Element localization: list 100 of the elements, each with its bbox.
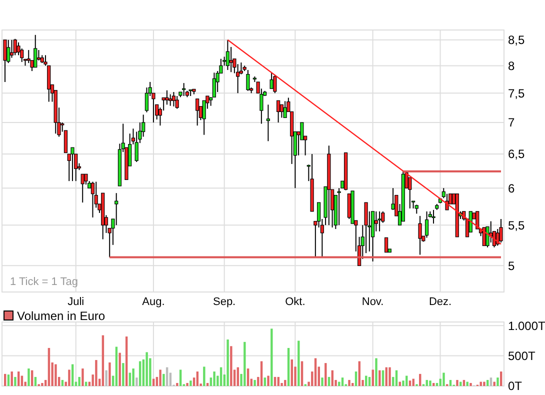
candlestick <box>266 104 270 142</box>
bar <box>348 380 350 386</box>
candlestick <box>246 69 250 92</box>
candlestick <box>162 97 166 112</box>
bar <box>290 359 294 386</box>
bar <box>442 372 445 386</box>
y-tick-label: 0T <box>508 379 523 394</box>
bar <box>321 378 324 386</box>
bar <box>378 370 381 386</box>
bar <box>230 346 232 386</box>
candlestick <box>196 98 200 126</box>
bar <box>331 370 334 386</box>
bar <box>78 376 80 386</box>
candlestick <box>13 38 17 56</box>
bar <box>166 367 168 386</box>
bar <box>220 367 222 386</box>
bar <box>358 361 360 386</box>
x-tick-label: Aug. <box>142 296 165 308</box>
bar <box>429 380 432 386</box>
bar <box>14 376 16 386</box>
bar <box>146 352 148 386</box>
bar <box>486 380 489 386</box>
bar <box>118 352 121 386</box>
candlestick <box>70 147 74 182</box>
bar <box>300 361 304 386</box>
bar <box>213 372 216 386</box>
bar <box>7 374 10 386</box>
bar <box>270 328 273 386</box>
bar <box>138 361 142 386</box>
candlestick <box>442 188 446 199</box>
bar <box>274 376 276 386</box>
bar <box>10 372 13 386</box>
candlestick <box>90 181 95 218</box>
candlestick <box>114 192 118 226</box>
bar <box>128 372 132 386</box>
bar <box>17 372 20 386</box>
bar <box>190 380 192 386</box>
bar <box>354 372 358 386</box>
bar <box>375 358 378 386</box>
y-tick-label: 1.000T <box>508 318 545 333</box>
bar <box>500 372 502 386</box>
bar <box>48 348 50 386</box>
bar <box>314 358 317 386</box>
bar <box>372 370 374 386</box>
candlestick <box>432 209 436 224</box>
bar <box>408 380 412 386</box>
bar <box>264 378 266 386</box>
bar <box>186 382 188 386</box>
bar <box>328 376 330 386</box>
bar <box>483 382 486 386</box>
annotation: 1 Tick = 1 Tag <box>10 276 78 288</box>
bar <box>254 380 256 386</box>
bar <box>406 376 408 386</box>
bar <box>159 370 162 386</box>
y-tick-label: 7,5 <box>508 86 526 100</box>
bar <box>28 368 30 386</box>
bar <box>115 346 118 386</box>
y-tick-label: 6 <box>508 181 515 196</box>
candlestick <box>165 90 169 106</box>
bar <box>226 340 229 386</box>
x-tick-label: Juli <box>68 296 84 308</box>
bar <box>456 380 458 386</box>
bar <box>125 336 128 386</box>
bar <box>4 374 6 386</box>
bar <box>176 382 178 386</box>
bar <box>388 367 391 386</box>
bar <box>449 380 452 386</box>
x-tick-label: Dez. <box>428 296 452 308</box>
bar <box>162 374 165 386</box>
candlestick <box>270 72 274 90</box>
bar <box>61 380 64 386</box>
x-tick-label: Nov. <box>362 296 384 308</box>
y-tick-label: 6,5 <box>508 147 526 162</box>
bar <box>246 368 250 386</box>
candlestick <box>378 210 382 232</box>
candlestick <box>172 92 176 107</box>
bar <box>382 370 384 386</box>
bar <box>395 370 398 386</box>
bar <box>20 376 24 386</box>
y-tick-label: 5 <box>508 258 515 273</box>
candlestick <box>47 65 51 102</box>
y-tick-label: 500T <box>508 349 536 364</box>
bar <box>68 370 70 386</box>
bar <box>244 342 246 386</box>
bar <box>287 348 290 386</box>
candlestick <box>226 39 230 70</box>
bar <box>426 380 428 386</box>
y-tick-label: 8,5 <box>508 33 526 48</box>
candlestick <box>283 100 287 118</box>
bar <box>470 382 472 386</box>
candlestick <box>168 94 172 106</box>
bar <box>136 378 138 386</box>
bar <box>34 376 37 386</box>
bar <box>105 370 108 386</box>
candlestick <box>418 215 422 256</box>
bar <box>179 370 182 386</box>
bar <box>341 378 344 386</box>
bar <box>284 380 286 386</box>
bar <box>298 340 300 386</box>
bar <box>368 376 371 386</box>
